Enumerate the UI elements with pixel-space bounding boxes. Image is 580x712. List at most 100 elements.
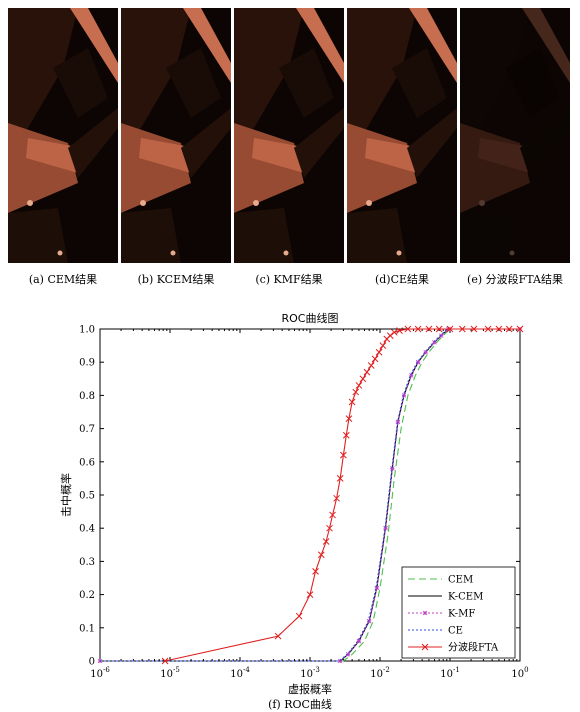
legend-entry: CE [408,626,463,637]
series-4-marker [396,327,403,335]
series-2-marker [423,349,429,355]
thumbnail-image [460,8,570,263]
x-tick-label: 10-6 [90,666,110,680]
series-4-marker [326,524,333,532]
legend-marker [421,643,429,651]
series-4-marker [516,325,524,333]
legend: CEM K-CEM K-MF CE 分波段FTA [401,566,516,659]
thumbnail-image [234,8,344,263]
series-4-marker [446,325,454,333]
y-tick-label: 0.6 [79,457,95,468]
series-4-marker [435,325,443,333]
y-tick-label: 0 [89,657,95,668]
chart-title: ROC曲线图 [282,311,339,325]
series-2-marker [383,525,388,531]
series-4 [161,325,524,665]
series-4-marker [367,362,375,369]
series-4-marker [340,451,347,459]
series-4-marker [352,388,360,396]
series-4-marker [495,325,503,333]
series-2-marker [415,359,421,365]
series-4-marker [333,494,340,502]
series-4-marker [295,612,303,620]
series-4-marker [425,325,433,333]
series-2-marker [366,618,372,624]
thumb-fta [460,8,570,263]
series-2-marker [409,373,414,378]
series-2-line [100,328,520,662]
legend-label: CEM [448,575,473,586]
series-4-marker [345,415,353,422]
series-4-marker [348,398,356,406]
y-tick-label: 0.3 [79,557,95,568]
series-4-marker [470,325,478,333]
caption-ce: (d)CE结果 [374,273,430,286]
x-tick-label: 100 [511,666,528,680]
series-4-line [164,328,520,662]
series-4-marker [355,382,363,389]
x-tick-label: 10-1 [440,666,460,680]
thumbnail-image [8,8,118,263]
series-0-line [100,328,520,662]
series-4-marker [359,375,367,383]
caption-cem: (a) CEM结果 [28,273,98,286]
series-4-marker [404,325,412,333]
series-2-marker [390,466,395,471]
series-4-marker [306,591,314,598]
y-tick-label: 1.0 [79,325,95,336]
series-4-marker [414,325,422,333]
series-2-marker [345,652,351,657]
legend-label: K-MF [448,609,475,620]
series-4-marker [336,475,344,482]
series-4-marker [329,511,336,519]
y-tick-label: 0.4 [79,524,95,535]
series-4-marker [317,551,325,559]
thumb-kcem [121,8,231,263]
series-4-marker [386,332,394,339]
legend-entry: CEM [408,575,473,586]
thumb-cem [8,8,118,263]
y-tick-label: 0.5 [79,491,95,502]
series-4-marker [375,348,383,356]
caption-kcem: (b) KCEM结果 [137,273,215,286]
series-0 [100,328,520,662]
chart-caption: (f) ROC曲线 [268,697,332,711]
y-tick-label: 0.7 [79,424,95,435]
thumb-kmf [234,8,344,263]
y-tick-label: 0.1 [79,623,95,634]
series-4-marker [484,325,492,333]
y-tick-label: 0.9 [79,358,95,369]
series-4-marker [458,325,466,333]
series-2-marker [438,333,444,338]
series-3-line [100,328,520,662]
series-4-marker [161,657,169,665]
legend-marker [422,610,428,616]
x-tick-label: 10-3 [300,666,320,680]
series-4-marker [342,431,350,439]
series-2-marker [356,638,362,644]
series-4-marker [379,342,387,349]
y-tick-label: 0.8 [79,391,95,402]
result-thumbnails: (a) CEM结果 (b) KCEM结果 (c) KMF结果 (d)CE结果 (… [0,0,580,290]
y-tick-label: 0.2 [79,590,95,601]
series-4-marker [312,568,319,575]
series-2-marker [395,419,401,425]
legend-entry: K-MF [408,609,475,620]
series-2-marker [432,339,437,345]
legend-entry: K-CEM [408,592,483,603]
series-4-marker [363,368,371,376]
y-axis-label: 击中概率 [59,473,73,517]
x-tick-label: 10-5 [160,666,180,680]
series-2-marker [374,585,380,591]
series-4-marker [505,325,513,333]
legend-label: 分波段FTA [448,641,499,654]
x-tick-label: 10-2 [370,666,390,680]
series-4-marker [371,355,379,363]
series-2-marker [337,658,343,664]
series-4-marker [274,632,282,640]
x-tick-label: 10-4 [230,666,250,680]
series-4-marker [322,538,330,545]
series-2-marker [401,393,407,398]
legend-entry: 分波段FTA [408,641,499,654]
caption-fta: (e) 分波段FTA结果 [467,273,563,286]
